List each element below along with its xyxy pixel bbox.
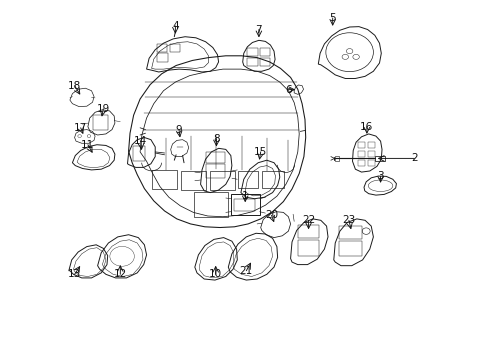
- Text: 11: 11: [81, 140, 94, 150]
- Text: 18: 18: [68, 81, 81, 91]
- Text: 5: 5: [329, 13, 335, 23]
- Text: 15: 15: [254, 147, 267, 157]
- Text: 9: 9: [175, 125, 182, 135]
- Text: 19: 19: [97, 104, 110, 114]
- Text: 21: 21: [239, 266, 252, 276]
- Text: 10: 10: [209, 269, 222, 279]
- Text: 22: 22: [301, 215, 315, 225]
- Text: 16: 16: [360, 122, 373, 132]
- Text: 6: 6: [285, 85, 291, 95]
- Text: 3: 3: [377, 171, 383, 181]
- Text: 1: 1: [242, 191, 248, 201]
- Text: 13: 13: [68, 269, 81, 279]
- Text: 14: 14: [134, 136, 147, 146]
- Text: 2: 2: [410, 153, 417, 163]
- Text: 17: 17: [74, 123, 87, 133]
- Text: 8: 8: [213, 134, 219, 144]
- Text: 4: 4: [172, 21, 178, 31]
- Text: 12: 12: [113, 269, 127, 279]
- Text: 20: 20: [264, 210, 278, 220]
- Text: 7: 7: [255, 24, 262, 35]
- Text: 23: 23: [342, 215, 355, 225]
